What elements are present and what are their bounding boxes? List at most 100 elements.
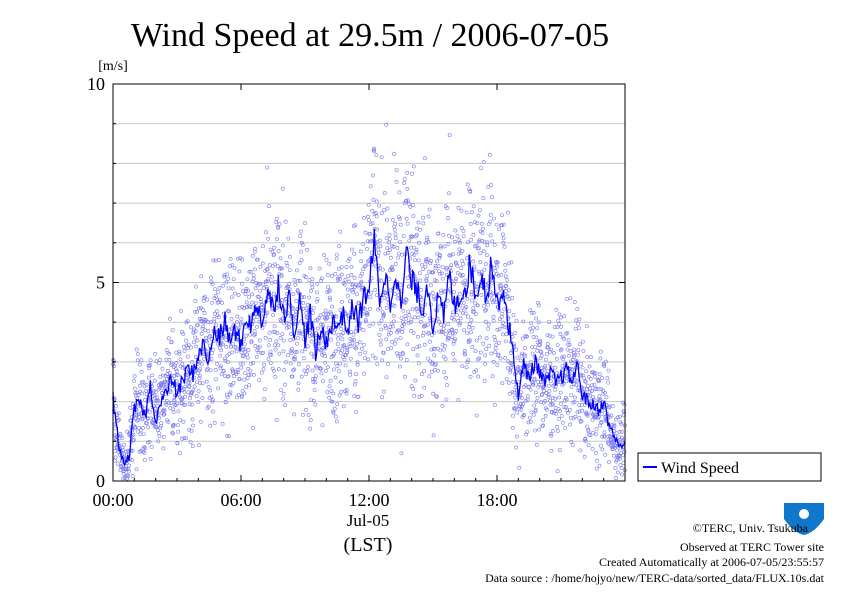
scatter-point: [227, 434, 232, 439]
scatter-point: [425, 274, 429, 279]
scatter-point: [290, 374, 295, 379]
scatter-point: [528, 387, 533, 392]
scatter-point: [170, 328, 175, 333]
scatter-point: [334, 314, 339, 319]
scatter-point: [586, 427, 591, 432]
scatter-point: [342, 344, 347, 349]
scatter-point: [597, 394, 602, 399]
scatter-point: [463, 352, 468, 357]
scatter-point: [174, 360, 179, 365]
scatter-point: [524, 432, 529, 437]
scatter-point: [274, 237, 279, 242]
scatter-point: [437, 329, 442, 334]
scatter-point: [618, 446, 623, 451]
scatter-point: [613, 466, 618, 470]
scatter-point: [480, 238, 485, 243]
scatter-point: [542, 384, 547, 389]
scatter-point: [272, 252, 277, 257]
scatter-point: [230, 368, 235, 373]
scatter-point: [188, 396, 192, 401]
scatter-point: [520, 351, 525, 356]
scatter-point: [400, 329, 405, 334]
scatter-point: [284, 320, 289, 325]
scatter-point: [480, 230, 485, 235]
scatter-point: [575, 379, 579, 384]
scatter-point: [379, 278, 384, 283]
scatter-point: [581, 339, 585, 344]
scatter-point: [281, 391, 286, 396]
scatter-point: [137, 414, 141, 419]
scatter-point: [443, 357, 448, 361]
scatter-point: [407, 238, 412, 243]
scatter-point: [520, 396, 524, 400]
scatter-point: [310, 377, 315, 382]
scatter-point: [506, 210, 511, 215]
scatter-point: [138, 389, 143, 394]
scatter-point: [599, 419, 604, 424]
scatter-point: [271, 291, 276, 296]
scatter-point: [549, 379, 553, 384]
scatter-point: [398, 336, 403, 341]
scatter-point: [522, 352, 527, 357]
scatter-point: [558, 390, 563, 395]
scatter-point: [150, 421, 155, 426]
scatter-point: [325, 365, 330, 369]
scatter-point: [486, 326, 491, 331]
scatter-point: [281, 338, 286, 343]
scatter-point: [468, 374, 473, 379]
scatter-point: [172, 398, 177, 403]
scatter-point: [446, 336, 451, 340]
scatter-point: [193, 329, 198, 334]
scatter-point: [212, 420, 217, 425]
scatter-point: [292, 357, 297, 362]
scatter-point: [189, 428, 194, 433]
scatter-point: [564, 379, 569, 384]
scatter-point: [436, 231, 441, 236]
scatter-point: [268, 361, 273, 366]
scatter-point: [384, 217, 389, 222]
scatter-point: [134, 467, 139, 472]
scatter-point: [594, 386, 599, 391]
scatter-point: [513, 406, 518, 411]
scatter-point: [168, 401, 173, 406]
scatter-point: [363, 263, 368, 268]
scatter-point: [254, 355, 259, 359]
scatter-point: [539, 400, 543, 405]
scatter-point: [413, 278, 418, 283]
scatter-point: [319, 371, 324, 376]
scatter-point: [393, 291, 397, 296]
scatter-point: [261, 244, 265, 249]
scatter-point: [426, 214, 431, 219]
scatter-point: [278, 256, 283, 261]
scatter-point: [513, 331, 518, 335]
scatter-point: [410, 234, 415, 239]
scatter-point: [573, 326, 578, 331]
scatter-point: [477, 246, 481, 251]
scatter-point: [245, 355, 250, 360]
scatter-point: [406, 275, 410, 280]
scatter-point: [117, 417, 121, 422]
scatter-point: [170, 430, 175, 435]
scatter-point: [365, 239, 370, 244]
scatter-point: [471, 232, 476, 237]
scatter-point: [460, 248, 465, 253]
scatter-point: [400, 252, 404, 257]
scatter-point: [292, 277, 297, 282]
scatter-point: [526, 394, 530, 399]
scatter-point: [315, 299, 319, 304]
scatter-point: [451, 310, 456, 315]
scatter-point: [238, 321, 243, 326]
scatter-point: [622, 402, 627, 407]
scatter-point: [602, 362, 606, 367]
scatter-point: [490, 195, 494, 200]
scatter-point: [553, 387, 557, 392]
scatter-point: [294, 349, 299, 354]
scatter-point: [202, 311, 207, 315]
scatter-point: [497, 227, 501, 232]
scatter-point: [598, 397, 603, 402]
scatter-point: [270, 280, 274, 285]
scatter-point: [546, 394, 551, 399]
scatter-point: [365, 246, 369, 251]
scatter-point: [408, 234, 413, 239]
scatter-point: [353, 223, 358, 228]
